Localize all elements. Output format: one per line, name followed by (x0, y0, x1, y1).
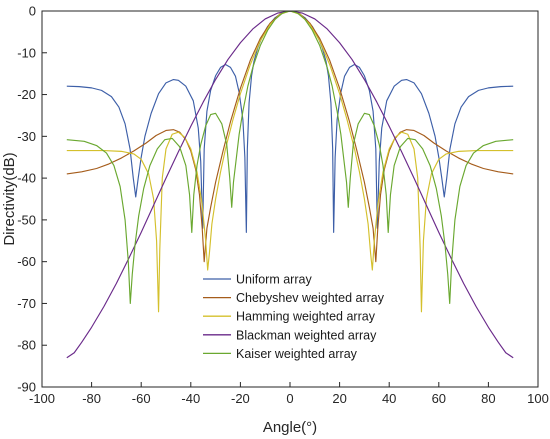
series-layer (66, 11, 514, 359)
x-axis: -100 -80 -60 -40 -20 0 20 40 60 80 100 (29, 382, 549, 406)
y-tick-label: -40 (17, 171, 36, 186)
y-tick-label: -50 (17, 212, 36, 227)
x-tick-label: -100 (29, 391, 55, 406)
legend-label: Blackman weighted array (236, 328, 377, 342)
legend-label: Hamming weighted array (236, 310, 376, 324)
y-tick-label: -90 (17, 380, 36, 395)
series-line-3 (66, 11, 514, 313)
x-tick-label: -20 (231, 391, 250, 406)
x-tick-label: 100 (527, 391, 549, 406)
y-tick-label: -10 (17, 45, 36, 60)
x-tick-label: -60 (132, 391, 151, 406)
x-tick-label: -40 (181, 391, 200, 406)
x-tick-label: 40 (382, 391, 396, 406)
x-tick-label: 80 (481, 391, 495, 406)
y-axis-title: Directivity(dB) (1, 152, 18, 245)
x-tick-label: 60 (432, 391, 446, 406)
y-tick-label: -70 (17, 296, 36, 311)
x-axis-title: Angle(°) (263, 419, 317, 436)
x-tick-label: -80 (82, 391, 101, 406)
y-tick-label: 0 (29, 4, 36, 19)
series-line-1 (66, 11, 514, 233)
y-tick-label: -20 (17, 87, 36, 102)
x-tick-label: 0 (286, 391, 293, 406)
legend-label: Uniform array (236, 273, 312, 287)
legend-label: Chebyshev weighted array (236, 291, 385, 305)
series-line-2 (66, 11, 514, 263)
y-axis: 0 -10 -20 -30 -40 -50 -60 -70 -80 -90 (17, 4, 47, 395)
series-line-4 (66, 11, 514, 359)
legend-label: Kaiser weighted array (236, 347, 358, 361)
series-line-5 (66, 11, 514, 305)
legend: Uniform array Chebyshev weighted array Ham… (203, 273, 385, 361)
y-tick-label: -80 (17, 338, 36, 353)
y-tick-label: -30 (17, 129, 36, 144)
y-tick-label: -60 (17, 254, 36, 269)
x-tick-label: 20 (332, 391, 346, 406)
